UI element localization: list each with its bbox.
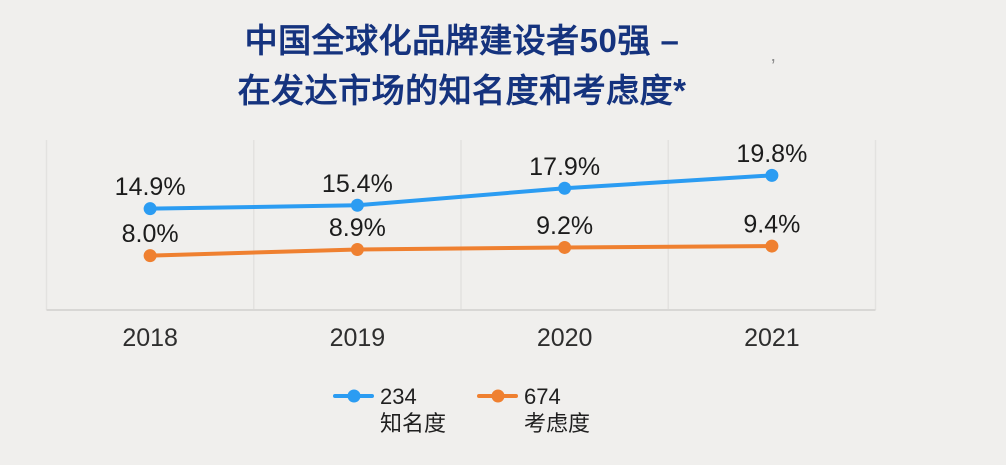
data-point	[143, 249, 157, 263]
data-label: 8.9%	[329, 214, 386, 242]
legend-marker-awareness	[333, 389, 374, 403]
legend-value-awareness: 234	[380, 384, 417, 409]
data-point	[558, 240, 572, 254]
data-label: 8.0%	[122, 220, 179, 248]
series-line	[148, 173, 774, 211]
legend-dot-consideration-icon	[491, 389, 504, 403]
stray-quote-mark: ’	[771, 56, 776, 78]
legend-value-consideration: 674	[524, 384, 561, 409]
legend-name-awareness: 知名度	[380, 411, 447, 436]
x-tick-label: 2018	[122, 324, 178, 352]
data-label: 9.2%	[536, 212, 593, 240]
data-label: 14.9%	[115, 173, 186, 201]
chart-title-line1: 中国全球化品牌建设者50强 –	[244, 22, 680, 59]
data-label: 17.9%	[529, 153, 600, 181]
series-line	[148, 244, 774, 258]
data-point	[765, 168, 779, 182]
data-label: 19.8%	[736, 140, 807, 168]
data-point	[350, 198, 364, 212]
data-point	[558, 181, 572, 195]
data-point	[143, 202, 157, 216]
legend-text-consideration: 674 考虑度	[524, 383, 590, 437]
chart-title-line2: 在发达市场的知名度和考虑度*	[237, 72, 687, 109]
legend-item-awareness: 234 知名度	[333, 383, 446, 437]
x-tick-label: 2019	[330, 324, 386, 352]
data-label: 15.4%	[322, 170, 393, 198]
x-tick-label: 2021	[744, 324, 800, 352]
x-tick-label: 2020	[537, 324, 593, 352]
data-point	[350, 242, 364, 256]
legend-text-awareness: 234 知名度	[380, 383, 446, 437]
legend-dot-awareness-icon	[347, 389, 360, 403]
legend-name-consideration: 考虑度	[524, 411, 591, 436]
data-label: 9.4%	[743, 211, 800, 239]
legend-item-consideration: 674 考虑度	[477, 383, 590, 437]
chart-title: 中国全球化品牌建设者50强 – 在发达市场的知名度和考虑度*	[0, 16, 924, 116]
data-point	[765, 239, 779, 253]
legend-marker-consideration	[477, 389, 518, 403]
